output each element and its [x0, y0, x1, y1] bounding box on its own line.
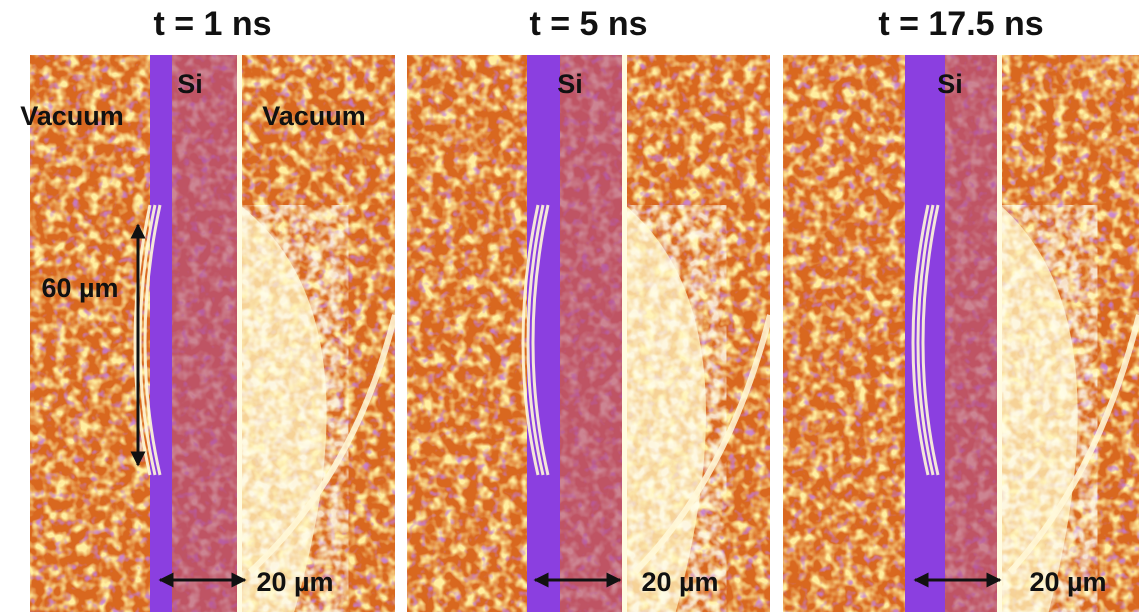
- region-label: Si: [177, 69, 203, 99]
- panel-title: t = 1 ns: [153, 5, 271, 43]
- edge-line: [622, 55, 627, 612]
- figure: t = 1 ns Si Vacuum Vacuum 20 µm 60 µm t = 5 ns…: [0, 0, 1139, 612]
- scale-label: 20 µm: [256, 567, 333, 597]
- panel-title: t = 17.5 ns: [878, 5, 1043, 43]
- region-label: Si: [557, 69, 583, 99]
- si-region: [172, 55, 240, 612]
- image-panel: [407, 55, 770, 612]
- si-band: [905, 55, 945, 612]
- edge-line: [997, 55, 1002, 612]
- image-panel: [783, 55, 1139, 612]
- region-label: Si: [937, 69, 963, 99]
- scale-label-vertical: 60 µm: [41, 273, 118, 303]
- noise-white: [1000, 205, 1097, 612]
- si-region: [560, 55, 625, 612]
- image-panels: [30, 55, 1139, 612]
- panel-title: t = 5 ns: [529, 5, 647, 43]
- region-label: Vacuum: [20, 101, 124, 131]
- region-label: Vacuum: [262, 101, 366, 131]
- page: t = 1 ns Si Vacuum Vacuum 20 µm 60 µm t = 5 ns…: [0, 0, 1139, 612]
- noise-white: [240, 205, 349, 612]
- si-band: [150, 55, 172, 612]
- edge-line: [237, 55, 242, 612]
- scale-label: 20 µm: [1029, 567, 1106, 597]
- noise-white: [625, 205, 727, 612]
- scale-label: 20 µm: [641, 567, 718, 597]
- si-region: [945, 55, 1000, 612]
- image-panel: [30, 55, 395, 612]
